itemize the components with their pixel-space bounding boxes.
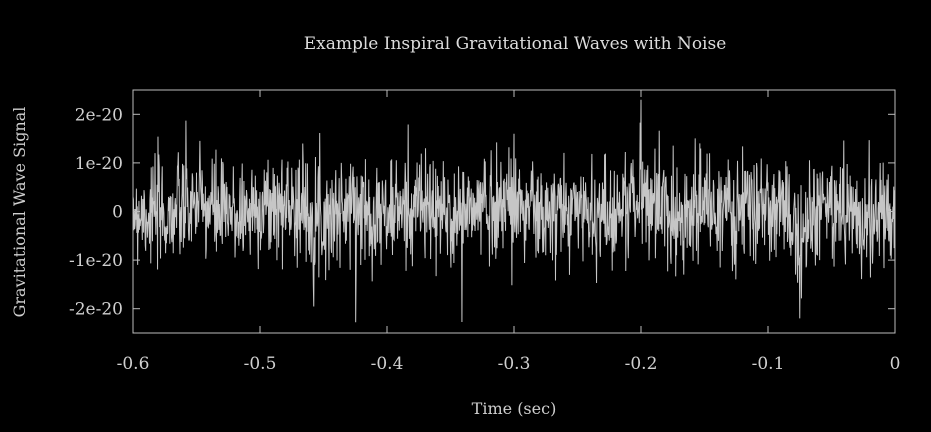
y-axis: 2e-20 1e-20 0 -1e-20 -2e-20 bbox=[69, 105, 895, 320]
signal-line bbox=[132, 99, 896, 323]
x-axis-title: Time (sec) bbox=[472, 399, 557, 418]
y-tick-label: 0 bbox=[112, 203, 123, 223]
signal-series bbox=[132, 99, 896, 323]
y-tick-label: -2e-20 bbox=[69, 300, 123, 320]
x-tick-label: -0.6 bbox=[117, 354, 150, 374]
x-tick-label: -0.4 bbox=[371, 354, 404, 374]
x-tick-label: -0.3 bbox=[498, 354, 531, 374]
x-tick-label: -0.2 bbox=[625, 354, 658, 374]
y-tick-label: -1e-20 bbox=[69, 251, 123, 271]
plot-area bbox=[132, 89, 896, 334]
y-tick-label: 1e-20 bbox=[75, 154, 123, 174]
x-axis: -0.6 -0.5 -0.4 -0.3 -0.2 -0.1 0 bbox=[117, 90, 901, 374]
x-tick-label: 0 bbox=[890, 354, 901, 374]
y-axis-title: Gravitational Wave Signal bbox=[10, 107, 29, 318]
x-tick-label: -0.1 bbox=[752, 354, 785, 374]
y-tick-label: 2e-20 bbox=[75, 105, 123, 125]
chart-title: Example Inspiral Gravitational Waves wit… bbox=[304, 34, 727, 54]
x-tick-label: -0.5 bbox=[244, 354, 277, 374]
